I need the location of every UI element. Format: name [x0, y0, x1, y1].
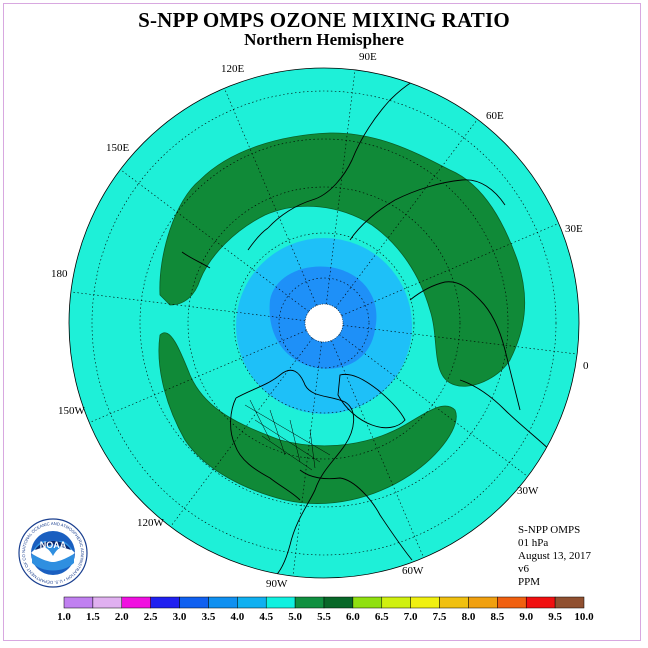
- lon-label-120w: 120W: [137, 517, 164, 529]
- colorbar-tick-label: 5.5: [317, 611, 331, 623]
- colorbar-tick-label: 8.0: [462, 611, 476, 623]
- us-states: [244, 399, 331, 471]
- meridian-line: [331, 340, 424, 558]
- colorbar-swatch: [265, 596, 296, 609]
- colorbar-swatch: [63, 596, 94, 609]
- colorbar-swatch: [352, 596, 383, 609]
- lon-label-90e: 90E: [359, 51, 377, 63]
- colorbar-tick-label: 4.0: [230, 611, 244, 623]
- meridian-line: [224, 88, 317, 306]
- colorbar-tick-label: 9.5: [548, 611, 562, 623]
- info-version: v6: [518, 563, 529, 575]
- lon-label-30e: 30E: [565, 223, 583, 235]
- colorbar-swatch: [525, 596, 556, 609]
- meridian-line: [341, 223, 559, 316]
- polar-no-data: [304, 303, 344, 343]
- colorbar-swatch: [150, 596, 180, 609]
- meridian-line: [335, 119, 478, 309]
- logo-text: NOAA: [40, 540, 67, 550]
- colorbar-swatch: [439, 596, 469, 609]
- colorbar-tick-label: 5.0: [288, 611, 302, 623]
- colorbar-swatch: [294, 596, 325, 609]
- meridian-line: [338, 334, 528, 477]
- info-instrument: S-NPP OMPS: [518, 524, 581, 536]
- colorbar-swatch: [121, 596, 151, 609]
- map-subtitle: Northern Hemisphere: [244, 30, 404, 49]
- colorbar-swatch: [323, 596, 354, 609]
- colorbar-swatch: [237, 596, 267, 609]
- info-units: PPM: [518, 576, 541, 588]
- meridian-lines: [70, 69, 578, 577]
- meridian-line: [326, 69, 356, 305]
- meridian-line: [120, 169, 310, 312]
- colorbar-swatch: [410, 596, 440, 609]
- meridian-line: [170, 337, 313, 527]
- colorbar-swatch: [179, 596, 209, 609]
- meridian-line: [342, 325, 578, 355]
- high-ozone-band-south: [158, 332, 457, 504]
- colorbar-swatch: [92, 596, 123, 609]
- colorbar-swatch: [381, 596, 411, 609]
- lon-label-90w: 90W: [266, 578, 288, 590]
- colorbar-tick-label: 8.5: [490, 611, 504, 623]
- meridian-line: [292, 341, 322, 577]
- colorbar-tick-label: 4.5: [259, 611, 273, 623]
- colorbar-tick-label: 9.0: [519, 611, 533, 623]
- lon-label-60e: 60E: [486, 110, 504, 122]
- coastlines: [181, 69, 569, 578]
- colorbar-tick-label: 1.5: [86, 611, 100, 623]
- product-info: S-NPP OMPS 01 hPa August 13, 2017 v6 PPM: [518, 524, 591, 589]
- colorbar-swatch: [497, 596, 527, 609]
- colorbar-tick-label: 2.5: [144, 611, 158, 623]
- info-level: 01 hPa: [518, 537, 549, 549]
- lon-label-60w: 60W: [402, 565, 424, 577]
- colorbar-tick-label: 2.0: [115, 611, 129, 623]
- colorbar-tick-label: 3.5: [202, 611, 216, 623]
- colorbar-tick-label: 7.0: [404, 611, 418, 623]
- colorbar-swatch: [208, 596, 238, 609]
- meridian-line: [89, 330, 307, 423]
- lon-label-30w: 30W: [517, 485, 539, 497]
- lon-label-150e: 150E: [106, 142, 130, 154]
- figure-frame: [3, 3, 641, 641]
- latitude-lines: [91, 90, 557, 556]
- colorbar-tick-label: 3.0: [173, 611, 187, 623]
- colorbar-tick-label: 10.0: [574, 611, 594, 623]
- lon-label-0: 0: [583, 360, 589, 372]
- colorbar-tick-label: 7.5: [433, 611, 447, 623]
- colorbar-swatch: [468, 596, 498, 609]
- info-date: August 13, 2017: [518, 550, 592, 562]
- map-title: S-NPP OMPS OZONE MIXING RATIO: [138, 8, 510, 32]
- colorbar-swatch: [554, 596, 585, 609]
- lon-label-180: 180: [51, 268, 68, 280]
- noaa-logo: NOAA NATIONAL OCEANIC AND ATMOSPHERIC AD…: [18, 518, 88, 588]
- lon-label-120e: 120E: [221, 63, 245, 75]
- colorbar-tick-label: 6.5: [375, 611, 389, 623]
- colorbar-tick-label: 1.0: [57, 611, 71, 623]
- lon-label-150w: 150W: [58, 405, 85, 417]
- high-ozone-band: [159, 132, 526, 387]
- meridian-line: [70, 291, 306, 321]
- colorbar-tick-label: 6.0: [346, 611, 360, 623]
